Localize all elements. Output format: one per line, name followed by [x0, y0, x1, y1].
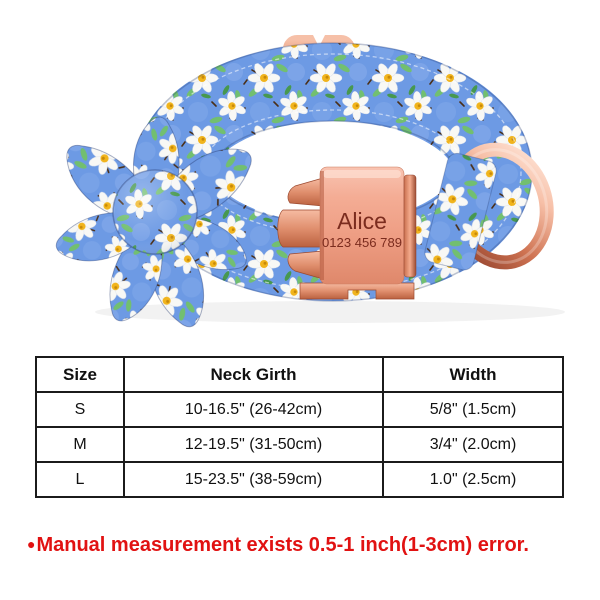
table-header-row: Size Neck Girth Width: [35, 356, 564, 393]
col-header-size: Size: [35, 356, 125, 393]
cell-width: 1.0" (2.5cm): [382, 461, 564, 498]
table-row: M 12-19.5" (31-50cm) 3/4" (2.0cm): [35, 426, 564, 463]
col-header-girth: Neck Girth: [123, 356, 384, 393]
measurement-note: ●Manual measurement exists 0.5-1 inch(1-…: [27, 534, 593, 557]
collar-photo: Alice 0123 456 789: [50, 33, 565, 335]
cell-width: 3/4" (2.0cm): [382, 426, 564, 463]
cell-size: S: [35, 391, 125, 428]
table-row: L 15-23.5" (38-59cm) 1.0" (2.5cm): [35, 461, 564, 498]
buckle-side-bar: [403, 174, 417, 278]
ring-fabric-wrap: [424, 152, 497, 271]
d-ring: [424, 142, 554, 271]
engraving-name: Alice: [337, 208, 387, 234]
buckle: Alice 0123 456 789: [277, 166, 417, 300]
cell-girth: 10-16.5" (26-42cm): [123, 391, 384, 428]
buckle-bottom-flange: [299, 282, 415, 300]
cell-width: 5/8" (1.5cm): [382, 391, 564, 428]
buckle-tongue: [277, 209, 324, 248]
col-header-width: Width: [382, 356, 564, 393]
table-row: S 10-16.5" (26-42cm) 5/8" (1.5cm): [35, 391, 564, 428]
soft-shadow: [95, 301, 565, 323]
size-table: Size Neck Girth Width S 10-16.5" (26-42c…: [35, 356, 564, 498]
buckle-prong-bottom: [287, 250, 324, 280]
engraving-phone: 0123 456 789: [322, 236, 402, 250]
cell-girth: 12-19.5" (31-50cm): [123, 426, 384, 463]
cell-size: L: [35, 461, 125, 498]
cell-girth: 15-23.5" (38-59cm): [123, 461, 384, 498]
measurement-note-text: Manual measurement exists 0.5-1 inch(1-3…: [36, 534, 529, 556]
flower-accessory: [50, 115, 264, 335]
cell-size: M: [35, 426, 125, 463]
buckle-prong-top: [287, 177, 324, 207]
bullet-icon: ●: [27, 536, 36, 552]
